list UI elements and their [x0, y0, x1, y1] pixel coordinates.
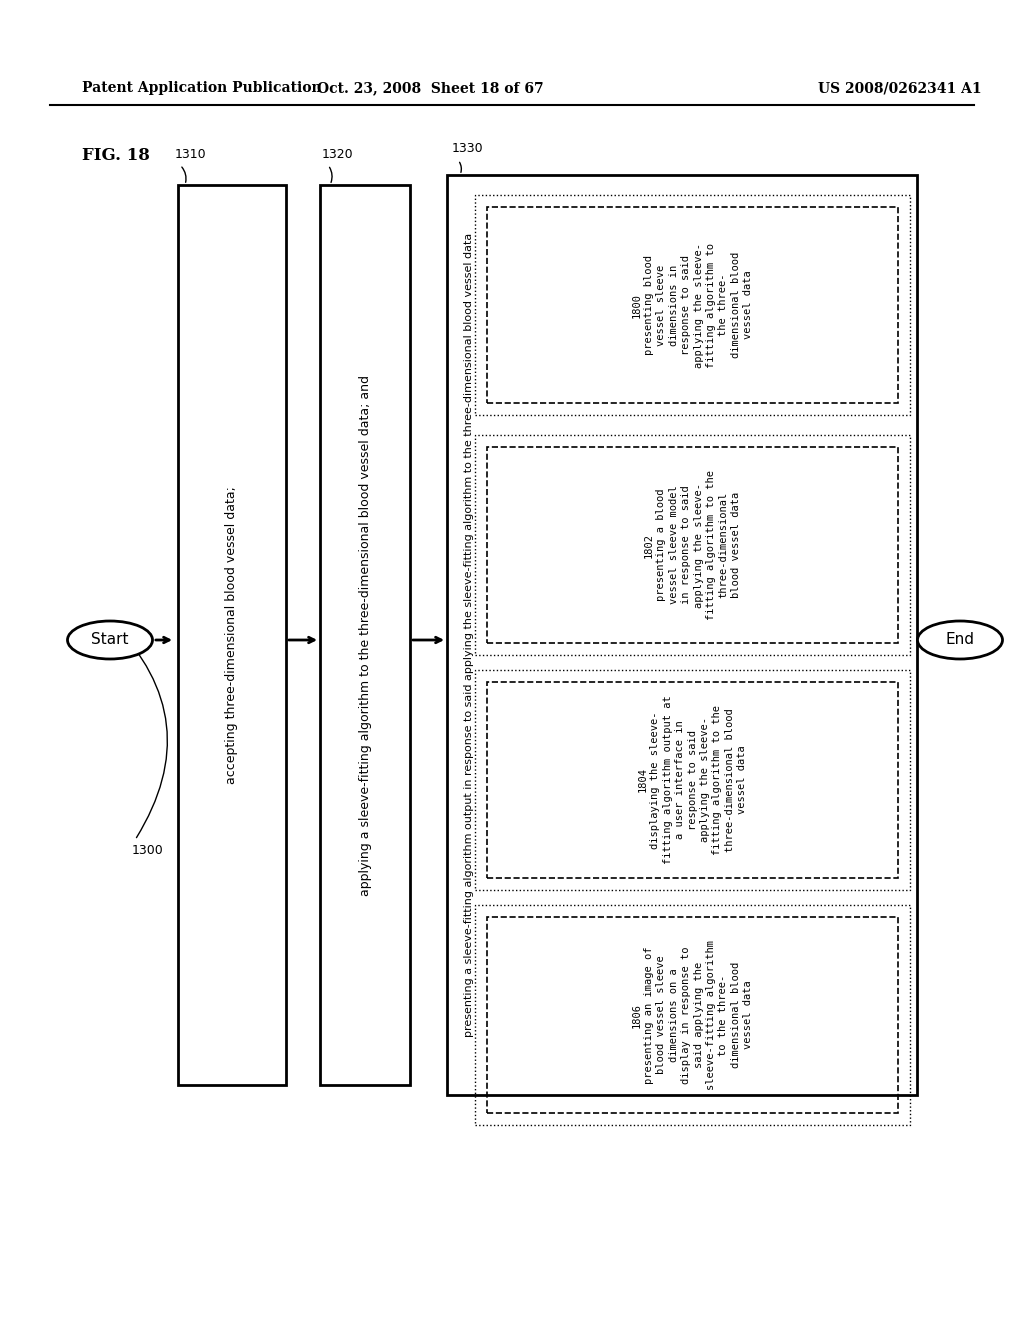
- Bar: [447, 176, 918, 1096]
- Bar: [475, 436, 910, 655]
- Text: 1300: 1300: [132, 843, 164, 857]
- Text: 1802
presenting a blood
vessel sleeve model
in response to said
applying the sle: 1802 presenting a blood vessel sleeve mo…: [644, 470, 741, 620]
- Text: Oct. 23, 2008  Sheet 18 of 67: Oct. 23, 2008 Sheet 18 of 67: [316, 81, 544, 95]
- Bar: [319, 185, 410, 1085]
- Text: 1804
displaying the sleeve-
fitting algorithm output at
a user interface in
resp: 1804 displaying the sleeve- fitting algo…: [638, 696, 748, 865]
- Text: US 2008/0262341 A1: US 2008/0262341 A1: [818, 81, 982, 95]
- Text: End: End: [945, 632, 975, 648]
- Text: 1330: 1330: [452, 141, 483, 154]
- Bar: [178, 185, 286, 1085]
- Bar: [475, 195, 910, 414]
- Text: 1320: 1320: [322, 149, 353, 161]
- Text: accepting three-dimensional blood vessel data;: accepting three-dimensional blood vessel…: [225, 486, 239, 784]
- Bar: [475, 671, 910, 890]
- Bar: [487, 917, 898, 1113]
- Text: applying a sleeve-fitting algorithm to the three-dimensional blood vessel data; : applying a sleeve-fitting algorithm to t…: [358, 375, 372, 895]
- Text: Patent Application Publication: Patent Application Publication: [82, 81, 322, 95]
- Text: presenting a sleeve-fitting algorithm output in response to said applying the sl: presenting a sleeve-fitting algorithm ou…: [464, 232, 474, 1038]
- Bar: [487, 682, 898, 878]
- Text: FIG. 18: FIG. 18: [82, 147, 150, 164]
- Bar: [475, 906, 910, 1125]
- Ellipse shape: [68, 620, 153, 659]
- Ellipse shape: [918, 620, 1002, 659]
- Text: Start: Start: [91, 632, 129, 648]
- Text: 1310: 1310: [175, 149, 207, 161]
- Text: 1800
presenting blood
vessel sleeve
dimensions in
response to said
applying the : 1800 presenting blood vessel sleeve dime…: [632, 243, 754, 367]
- Bar: [487, 207, 898, 403]
- Text: 1806
presenting an image of
blood vessel sleeve
dimensions on a
display in respo: 1806 presenting an image of blood vessel…: [632, 940, 754, 1090]
- Bar: [487, 447, 898, 643]
